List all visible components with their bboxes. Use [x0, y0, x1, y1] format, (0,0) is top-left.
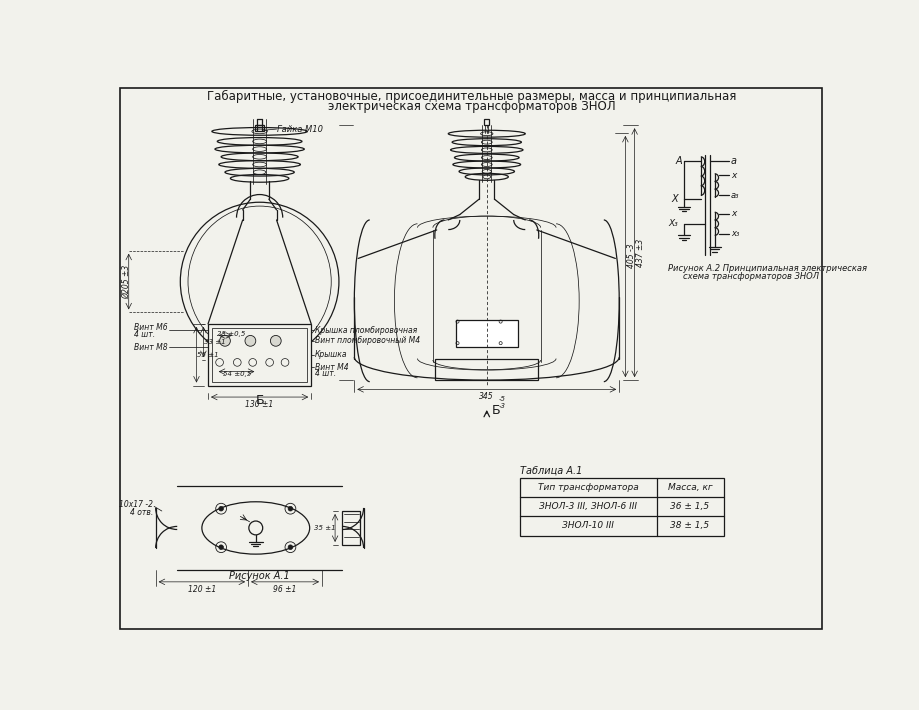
Text: Габаритные, установочные, присоединительные размеры, масса и принципиальная: Габаритные, установочные, присоединитель… [207, 89, 736, 102]
Text: 4 шт.: 4 шт. [315, 369, 336, 378]
Text: Ø205 ±3: Ø205 ±3 [122, 264, 131, 299]
Text: -5
-3: -5 -3 [498, 396, 505, 409]
Text: ЗНОЛ-3 III, ЗНОЛ-6 III: ЗНОЛ-3 III, ЗНОЛ-6 III [539, 502, 638, 511]
Circle shape [270, 335, 281, 346]
Text: 36 ± 1,5: 36 ± 1,5 [671, 502, 709, 511]
Bar [342, 511, 360, 545]
Text: Винт М4: Винт М4 [315, 363, 348, 371]
Bar [208, 324, 312, 386]
Text: электрическая схема трансформаторов ЗНОЛ: электрическая схема трансформаторов ЗНОЛ [327, 100, 615, 114]
Text: 33 ±1: 33 ±1 [204, 339, 226, 344]
Text: х₃: х₃ [731, 229, 739, 239]
Text: 120 ±1: 120 ±1 [187, 585, 216, 594]
Text: 96 ±1: 96 ±1 [273, 585, 297, 594]
Circle shape [289, 506, 293, 511]
Text: Винт М6: Винт М6 [134, 323, 168, 332]
Bar [255, 125, 265, 131]
Text: Крышка: Крышка [315, 350, 347, 359]
Text: Таблица А.1: Таблица А.1 [520, 465, 583, 475]
Text: х: х [731, 171, 736, 180]
Bar [436, 359, 539, 380]
Text: Винт М8: Винт М8 [134, 342, 168, 351]
Text: 38 ± 1,5: 38 ± 1,5 [671, 521, 709, 530]
Text: 25 ±0,5: 25 ±0,5 [217, 331, 245, 337]
Text: ЗНОЛ-10 III: ЗНОЛ-10 III [562, 521, 614, 530]
Text: Винт пломбировочный М4: Винт пломбировочный М4 [315, 337, 420, 345]
Text: Гайка М10: Гайка М10 [277, 124, 323, 133]
Text: Рисунок А.1: Рисунок А.1 [229, 572, 290, 581]
Bar [456, 320, 517, 347]
Circle shape [219, 506, 223, 511]
Text: Х: Х [671, 194, 677, 204]
Text: 405 -3: 405 -3 [627, 244, 636, 268]
Text: 345: 345 [480, 392, 494, 400]
Text: А: А [676, 155, 683, 165]
Circle shape [245, 335, 255, 346]
Text: 10x17 -2: 10x17 -2 [119, 501, 153, 509]
Text: 55 ±1: 55 ±1 [198, 351, 219, 358]
Bar [520, 478, 724, 535]
Text: 4 шт.: 4 шт. [134, 330, 155, 339]
Text: Х₃: Х₃ [668, 219, 677, 229]
Text: 54 ±0,5: 54 ±0,5 [223, 371, 252, 377]
Text: 35 ±1: 35 ±1 [314, 525, 335, 531]
Text: а: а [731, 155, 737, 165]
Text: Масса, кг: Масса, кг [668, 483, 712, 491]
Text: Тип трансформатора: Тип трансформатора [538, 483, 639, 491]
Text: 130 ±1: 130 ±1 [245, 400, 274, 409]
Circle shape [220, 335, 231, 346]
Circle shape [289, 545, 293, 550]
Text: 4 отв.: 4 отв. [130, 508, 153, 517]
Bar [484, 119, 489, 125]
Text: Б: Б [492, 404, 500, 417]
Circle shape [219, 545, 223, 550]
Text: схема трансформаторов ЗНОЛ: схема трансформаторов ЗНОЛ [683, 272, 819, 280]
Text: Рисунок А.2 Принципиальная электрическая: Рисунок А.2 Принципиальная электрическая [668, 264, 867, 273]
Text: Б: Б [255, 394, 264, 408]
Text: Крышка пломбировочная: Крышка пломбировочная [315, 326, 417, 334]
Bar [212, 328, 307, 382]
Text: 437 ±3: 437 ±3 [636, 239, 645, 267]
Text: х: х [731, 209, 736, 218]
Text: а₃: а₃ [731, 191, 740, 200]
